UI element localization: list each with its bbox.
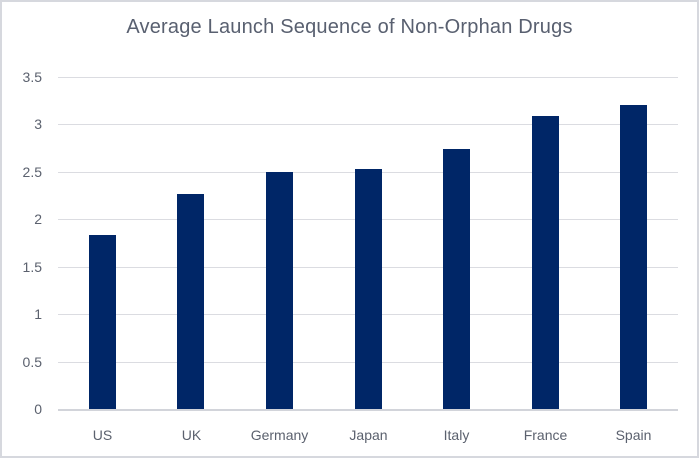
x-axis-label-france: France [523, 427, 568, 443]
bar-us [89, 235, 116, 409]
bar-spain [620, 105, 647, 409]
gridline-3.5 [58, 77, 678, 78]
y-axis-tick-label-0.5: 0.5 [22, 354, 42, 370]
x-axis-line [58, 409, 678, 411]
y-axis-tick-label-0: 0 [34, 401, 42, 417]
x-axis-label-spain: Spain [615, 427, 652, 443]
y-axis-tick-label-3: 3 [34, 116, 42, 132]
x-axis-label-japan: Japan [349, 427, 388, 443]
bar-italy [443, 149, 470, 409]
bar-uk [177, 194, 204, 409]
bar-germany [266, 172, 293, 409]
y-axis-tick-label-1: 1 [34, 306, 42, 322]
y-axis-tick-label-1.5: 1.5 [22, 259, 42, 275]
x-axis-label-germany: Germany [250, 427, 309, 443]
x-axis-label-italy: Italy [443, 427, 470, 443]
bar-japan [355, 169, 382, 409]
x-axis-label-us: US [92, 427, 113, 443]
y-axis-tick-label-3.5: 3.5 [22, 69, 42, 85]
chart-title: Average Launch Sequence of Non-Orphan Dr… [126, 16, 573, 38]
gridline-3 [58, 124, 678, 125]
y-axis-tick-label-2: 2 [34, 211, 42, 227]
bar-france [532, 116, 559, 409]
y-axis-tick-label-2.5: 2.5 [22, 164, 42, 180]
x-axis-label-uk: UK [181, 427, 202, 443]
